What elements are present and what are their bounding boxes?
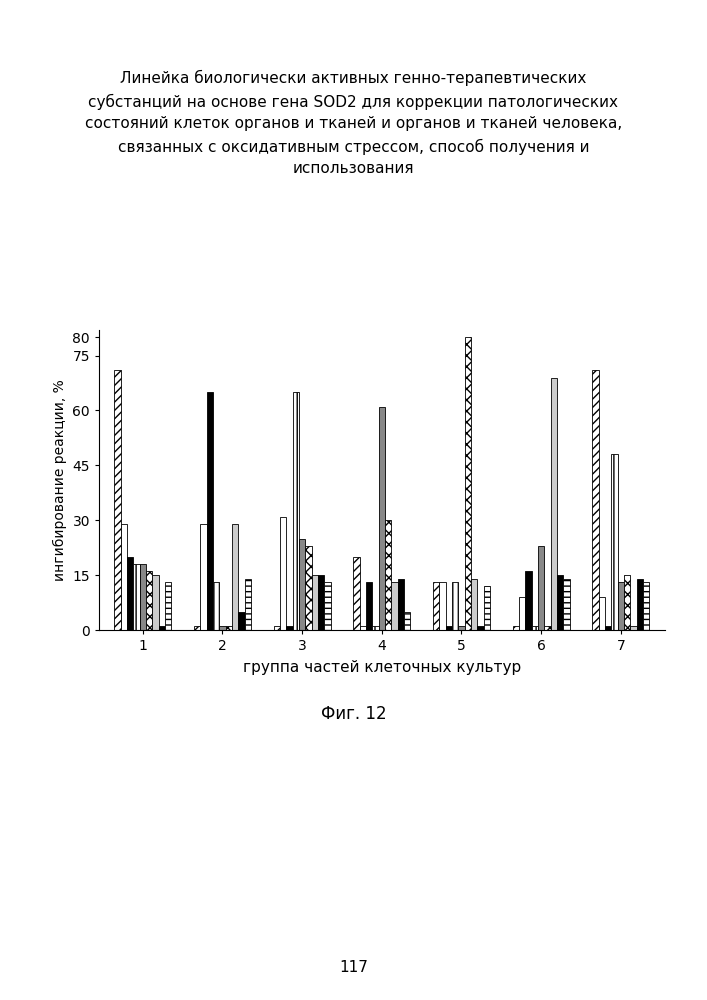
Bar (373, 626, 378, 630)
Bar (477, 626, 484, 630)
Bar (305, 546, 312, 630)
Bar (165, 582, 171, 630)
Text: Линейка биологически активных генно-терапевтических
субстанций на основе гена SO: Линейка биологически активных генно-тера… (85, 70, 622, 176)
Bar (624, 575, 630, 630)
Bar (366, 582, 372, 630)
Bar (513, 626, 519, 630)
Bar (612, 454, 617, 630)
Bar (519, 597, 525, 630)
Text: 117: 117 (339, 960, 368, 975)
Bar (618, 582, 624, 630)
Bar (238, 612, 245, 630)
Bar (121, 524, 127, 630)
Bar (544, 626, 551, 630)
Bar (360, 626, 366, 630)
Text: Фиг. 12: Фиг. 12 (321, 705, 386, 723)
Bar (385, 520, 391, 630)
Bar (439, 582, 445, 630)
Bar (200, 524, 206, 630)
Bar (532, 626, 538, 630)
Bar (354, 557, 360, 630)
Bar (245, 579, 251, 630)
Bar (525, 571, 532, 630)
Bar (293, 392, 299, 630)
Bar (134, 564, 139, 630)
Bar (318, 575, 325, 630)
Bar (471, 579, 477, 630)
Bar (146, 571, 152, 630)
Bar (557, 575, 563, 630)
Bar (206, 392, 213, 630)
Y-axis label: ингибирование реакции, %: ингибирование реакции, % (53, 379, 66, 581)
Bar (158, 626, 165, 630)
Bar (232, 524, 238, 630)
Bar (325, 582, 331, 630)
Bar (643, 582, 649, 630)
Bar (404, 612, 410, 630)
Bar (631, 626, 636, 630)
Bar (397, 579, 404, 630)
Bar (213, 582, 219, 630)
Bar (599, 597, 605, 630)
Bar (551, 378, 557, 630)
Bar (452, 582, 458, 630)
Bar (140, 564, 146, 630)
Bar (219, 626, 226, 630)
Bar (637, 579, 643, 630)
Bar (563, 579, 570, 630)
Bar (458, 626, 464, 630)
Bar (379, 407, 385, 630)
Bar (538, 546, 544, 630)
Bar (392, 582, 397, 630)
Bar (280, 517, 286, 630)
Bar (299, 539, 305, 630)
Bar (312, 575, 318, 630)
Bar (433, 582, 439, 630)
Bar (445, 626, 452, 630)
Bar (592, 370, 599, 630)
Bar (286, 626, 293, 630)
Bar (127, 557, 133, 630)
Bar (194, 626, 200, 630)
Bar (153, 575, 158, 630)
X-axis label: группа частей клеточных культур: группа частей клеточных культур (243, 660, 521, 675)
Bar (115, 370, 121, 630)
Bar (464, 337, 471, 630)
Bar (274, 626, 280, 630)
Bar (484, 586, 490, 630)
Bar (226, 626, 232, 630)
Bar (605, 626, 611, 630)
